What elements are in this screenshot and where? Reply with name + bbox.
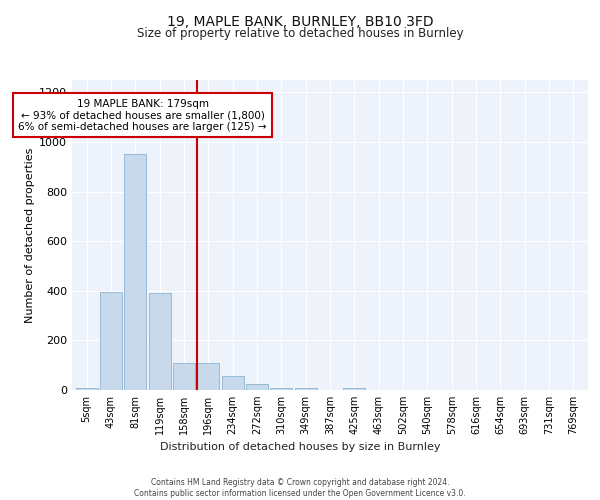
Text: 19 MAPLE BANK: 179sqm
← 93% of detached houses are smaller (1,800)
6% of semi-de: 19 MAPLE BANK: 179sqm ← 93% of detached … — [19, 98, 267, 132]
Bar — [173, 362, 195, 390]
Bar — [76, 388, 98, 390]
Bar — [343, 388, 365, 390]
Bar — [100, 292, 122, 390]
Bar — [197, 362, 219, 390]
Bar — [221, 376, 244, 390]
Text: 19, MAPLE BANK, BURNLEY, BB10 3FD: 19, MAPLE BANK, BURNLEY, BB10 3FD — [167, 15, 433, 29]
Bar — [246, 384, 268, 390]
Text: Distribution of detached houses by size in Burnley: Distribution of detached houses by size … — [160, 442, 440, 452]
Text: Size of property relative to detached houses in Burnley: Size of property relative to detached ho… — [137, 28, 463, 40]
Text: Contains HM Land Registry data © Crown copyright and database right 2024.
Contai: Contains HM Land Registry data © Crown c… — [134, 478, 466, 498]
Y-axis label: Number of detached properties: Number of detached properties — [25, 148, 35, 322]
Bar — [124, 154, 146, 390]
Bar — [149, 294, 170, 390]
Bar — [295, 388, 317, 390]
Bar — [271, 388, 292, 390]
